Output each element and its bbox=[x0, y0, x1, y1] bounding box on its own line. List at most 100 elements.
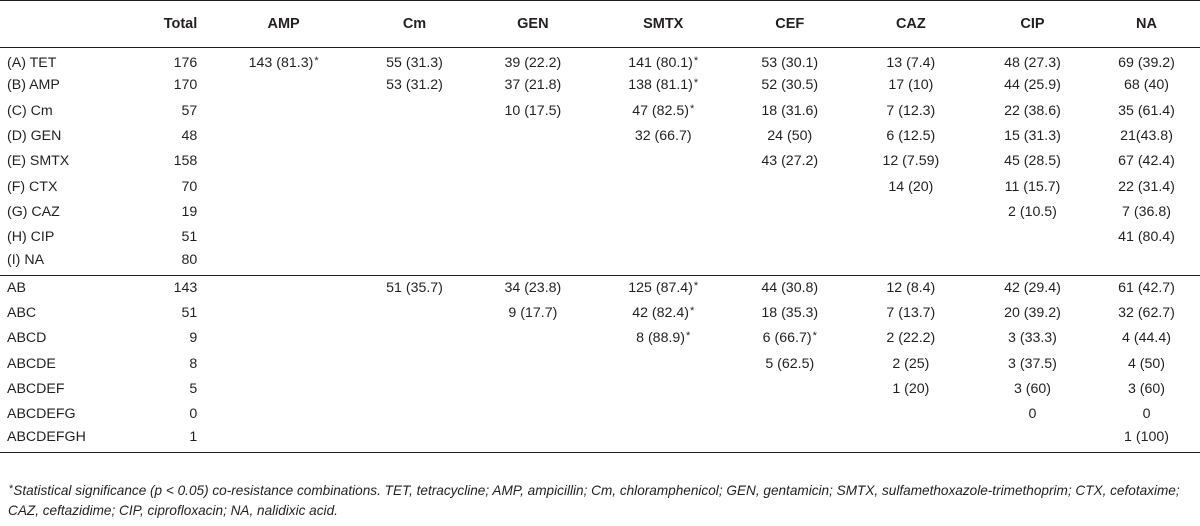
value-cell bbox=[207, 123, 360, 148]
row-label: ABCDEFG bbox=[7, 406, 76, 423]
cell-value: 32 (66.7) bbox=[634, 128, 692, 145]
row-total: 170 bbox=[173, 77, 198, 94]
row-label: (I) NA bbox=[7, 252, 45, 269]
value-cell bbox=[360, 174, 469, 199]
row-total: 158 bbox=[173, 153, 198, 170]
value-cell: 51 (35.7) bbox=[359, 274, 470, 301]
value-cell: 7 (12.3) bbox=[850, 98, 972, 123]
row-total: 48 bbox=[181, 128, 198, 145]
value-cell: 15 (31.3) bbox=[972, 123, 1093, 148]
value-cell: 42 (29.4) bbox=[971, 274, 1094, 301]
header-cell-cef: CEF bbox=[729, 0, 850, 48]
cell-value: 51 (35.7) bbox=[386, 280, 443, 297]
row-label: (D) GEN bbox=[7, 128, 62, 145]
table-row: ABCDE 8 5 (62.5) 2 (25) 3 (37.5) 4 (50) bbox=[0, 351, 1200, 376]
row-total: 1 bbox=[147, 426, 208, 453]
cell-value: 67 (42.4) bbox=[1118, 153, 1175, 170]
value-cell bbox=[207, 300, 360, 325]
row-label: (B) AMP bbox=[7, 77, 60, 94]
value-cell: 39 (22.2) bbox=[469, 48, 597, 73]
row-label: ABCDEFGH bbox=[0, 426, 148, 453]
value-cell: 61 (42.7) bbox=[1093, 274, 1200, 301]
value-cell: 48 (27.3) bbox=[972, 48, 1093, 73]
value-cell bbox=[850, 250, 972, 275]
value-cell: 13 (7.4) bbox=[850, 48, 972, 73]
value-cell bbox=[972, 225, 1093, 250]
table-body: (A) TET 176 143 (81.3)* 55 (31.3) 39 (22.2) 1… bbox=[0, 48, 1200, 453]
value-cell bbox=[469, 376, 597, 401]
value-cell bbox=[360, 351, 469, 376]
cell-value: 10 (17.5) bbox=[504, 102, 562, 119]
value-cell bbox=[207, 199, 360, 224]
value-cell: 4 (50) bbox=[1093, 351, 1200, 376]
cell-value: 4 (44.4) bbox=[1122, 330, 1171, 347]
value-cell: 14 (20) bbox=[850, 174, 972, 199]
value-cell: 7 (36.8) bbox=[1093, 199, 1200, 224]
value-cell bbox=[849, 426, 972, 453]
value-cell: 18 (35.3) bbox=[730, 300, 850, 325]
cell-value: 69 (39.2) bbox=[1118, 55, 1175, 72]
cell-value: 18 (31.6) bbox=[761, 102, 819, 119]
row-total: 57 bbox=[181, 102, 198, 119]
cell-value: 2 (25) bbox=[892, 355, 930, 372]
value-cell: 8 (88.9)* bbox=[597, 326, 730, 351]
row-label: (C) Cm bbox=[7, 102, 53, 119]
cell-value: 6 (12.5) bbox=[886, 128, 936, 145]
value-cell: 42 (82.4)* bbox=[597, 300, 730, 325]
table-row: (C) Cm 57 10 (17.5) 47 (82.5)* 18 (31.6) 7 (1… bbox=[0, 98, 1200, 123]
value-cell bbox=[730, 174, 850, 199]
significance-star: * bbox=[686, 330, 691, 343]
row-total: 51 bbox=[181, 305, 198, 322]
value-cell bbox=[469, 149, 597, 174]
value-cell bbox=[597, 402, 730, 427]
row-label: (A) TET bbox=[7, 55, 57, 72]
table-row: (A) TET 176 143 (81.3)* 55 (31.3) 39 (22.2) 1… bbox=[0, 48, 1200, 73]
value-cell bbox=[597, 149, 730, 174]
cell-value: 2 (10.5) bbox=[1008, 203, 1057, 220]
value-cell: 34 (23.8) bbox=[469, 274, 597, 301]
value-cell: 3 (33.3) bbox=[972, 326, 1093, 351]
table-row: (E) SMTX 158 43 (27.2) 12 (7.59) 45 (28.5) 67… bbox=[0, 149, 1200, 174]
row-total: 0 bbox=[189, 406, 198, 423]
table-row: ABC 51 9 (17.7) 42 (82.4)* 18 (35.3) 7 (13.7)… bbox=[0, 300, 1200, 325]
value-cell: 32 (62.7) bbox=[1093, 300, 1200, 325]
value-cell: 1 (100) bbox=[1093, 426, 1200, 453]
cell-value: 2 (22.2) bbox=[886, 330, 936, 347]
value-cell bbox=[360, 225, 469, 250]
cell-value: 41 (80.4) bbox=[1118, 229, 1175, 246]
significance-star: * bbox=[314, 55, 319, 68]
value-cell: 37 (21.8) bbox=[469, 73, 597, 98]
value-cell bbox=[207, 250, 360, 275]
footnote-text: Statistical significance (p < 0.05) co-r… bbox=[8, 483, 1180, 518]
cell-value: 44 (25.9) bbox=[1004, 77, 1061, 94]
value-cell: 22 (38.6) bbox=[972, 98, 1093, 123]
value-cell bbox=[597, 199, 730, 224]
cell-value: 7 (13.7) bbox=[886, 305, 936, 322]
cell-value: 21(43.8) bbox=[1120, 128, 1173, 145]
cell-value: 42 (29.4) bbox=[1004, 280, 1061, 297]
value-cell: 6 (66.7)* bbox=[730, 326, 850, 351]
row-total: 70 bbox=[181, 178, 198, 195]
row-total: 176 bbox=[173, 55, 198, 72]
footnote-star-marker: * bbox=[9, 483, 14, 495]
cell-value: 12 (7.59) bbox=[882, 153, 940, 170]
significance-star: * bbox=[812, 330, 817, 343]
cell-value: 32 (62.7) bbox=[1118, 305, 1175, 322]
row-label: ABCDE bbox=[7, 355, 56, 372]
row-label: ABC bbox=[7, 305, 37, 322]
cell-value: 34 (23.8) bbox=[504, 280, 562, 297]
cell-value: 17 (10) bbox=[888, 77, 934, 94]
value-cell: 6 (12.5) bbox=[850, 123, 972, 148]
value-cell bbox=[596, 426, 730, 453]
cell-value: 22 (38.6) bbox=[1004, 102, 1061, 119]
value-cell: 22 (31.4) bbox=[1093, 174, 1200, 199]
value-cell: 12 (8.4) bbox=[849, 274, 972, 301]
cell-value: 39 (22.2) bbox=[504, 55, 562, 72]
value-cell bbox=[729, 426, 850, 453]
table-row: (G) CAZ 19 2 (10.5) 7 (36.8) bbox=[0, 199, 1200, 224]
value-cell bbox=[850, 225, 972, 250]
value-cell: 68 (40) bbox=[1093, 73, 1200, 98]
header-cell-cip: CIP bbox=[971, 0, 1094, 48]
value-cell: 43 (27.2) bbox=[730, 149, 850, 174]
